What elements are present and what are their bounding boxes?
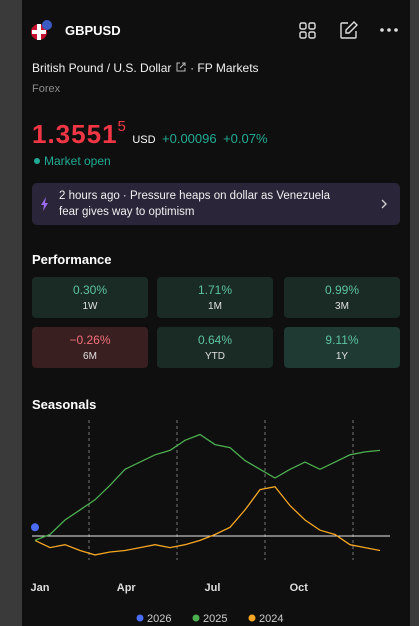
category: Forex bbox=[32, 83, 61, 95]
performance-cell: −0.26% 6M bbox=[32, 327, 148, 368]
series-point bbox=[31, 523, 39, 532]
legend-label: 2025 bbox=[203, 613, 227, 625]
news-banner[interactable]: 2 hours ago · Pressure heaps on dollar a… bbox=[32, 183, 400, 225]
price-last-digit: 5 bbox=[117, 118, 126, 135]
legend-swatch bbox=[248, 614, 256, 622]
description-row: British Pound / U.S. Dollar · FP Markets bbox=[32, 61, 259, 75]
performance-value: 9.11% bbox=[325, 333, 359, 347]
more-button[interactable] bbox=[379, 24, 401, 36]
section-title: Performance bbox=[32, 252, 112, 267]
performance-value: 0.64% bbox=[197, 333, 233, 347]
external-link-icon[interactable] bbox=[175, 61, 187, 73]
news-line: fear gives way to optimism bbox=[59, 206, 195, 218]
legend-swatch bbox=[136, 614, 144, 622]
flash-icon bbox=[41, 197, 48, 211]
performance-period: 3M bbox=[335, 301, 349, 312]
performance-value: 0.30% bbox=[72, 283, 108, 297]
section-title: Seasonals bbox=[32, 397, 97, 412]
performance-cell: 0.99% 3M bbox=[284, 277, 400, 318]
exchange: · FP Markets bbox=[190, 61, 259, 75]
flag-icon bbox=[31, 20, 52, 40]
performance-period: 1M bbox=[208, 301, 222, 312]
series-line bbox=[34, 485, 381, 556]
x-tick-label: Jul bbox=[205, 582, 221, 594]
legend-swatch bbox=[192, 614, 200, 622]
performance-period: 6M bbox=[83, 351, 97, 362]
change: +0.00096 bbox=[162, 131, 217, 146]
currency: USD bbox=[132, 134, 156, 146]
performance-value: 0.99% bbox=[324, 283, 360, 297]
price: 1.3551 bbox=[32, 119, 118, 149]
status-text: Market open bbox=[44, 154, 111, 168]
performance-value: 1.71% bbox=[197, 283, 233, 297]
seasonals-chart: Jan Apr Jul Oct 2026 2025 2024 bbox=[31, 420, 390, 625]
performance-period: 1Y bbox=[335, 351, 349, 362]
price-row: 1.35515 USD +0.00096 +0.07% bbox=[32, 118, 268, 150]
legend-label: 2024 bbox=[259, 613, 283, 625]
series-line bbox=[34, 433, 381, 542]
performance-cell: 9.11% 1Y bbox=[284, 327, 400, 368]
edit-button[interactable] bbox=[338, 20, 360, 42]
performance-period: YTD bbox=[205, 351, 225, 362]
performance-period: 1W bbox=[82, 301, 98, 312]
news-line: 2 hours ago · Pressure heaps on dollar a… bbox=[59, 190, 331, 202]
x-tick-label: Oct bbox=[290, 582, 309, 594]
market-status: Market open bbox=[34, 154, 111, 168]
performance-cell: 1.71% 1M bbox=[157, 277, 273, 318]
change-percent: +0.07% bbox=[223, 131, 268, 146]
panel: GBPUSD British Pound / U.S. Dollar · FP … bbox=[22, 0, 410, 626]
performance-cell: 0.30% 1W bbox=[32, 277, 148, 318]
layout-button[interactable] bbox=[298, 21, 318, 41]
performance-value: −0.26% bbox=[69, 333, 111, 347]
symbol: GBPUSD bbox=[65, 23, 121, 38]
x-tick-label: Apr bbox=[117, 582, 137, 594]
legend-label: 2026 bbox=[147, 613, 171, 625]
chevron-icon bbox=[381, 199, 387, 209]
description: British Pound / U.S. Dollar bbox=[32, 61, 172, 75]
x-tick-label: Jan bbox=[31, 582, 50, 594]
performance-cell: 0.64% YTD bbox=[157, 327, 273, 368]
